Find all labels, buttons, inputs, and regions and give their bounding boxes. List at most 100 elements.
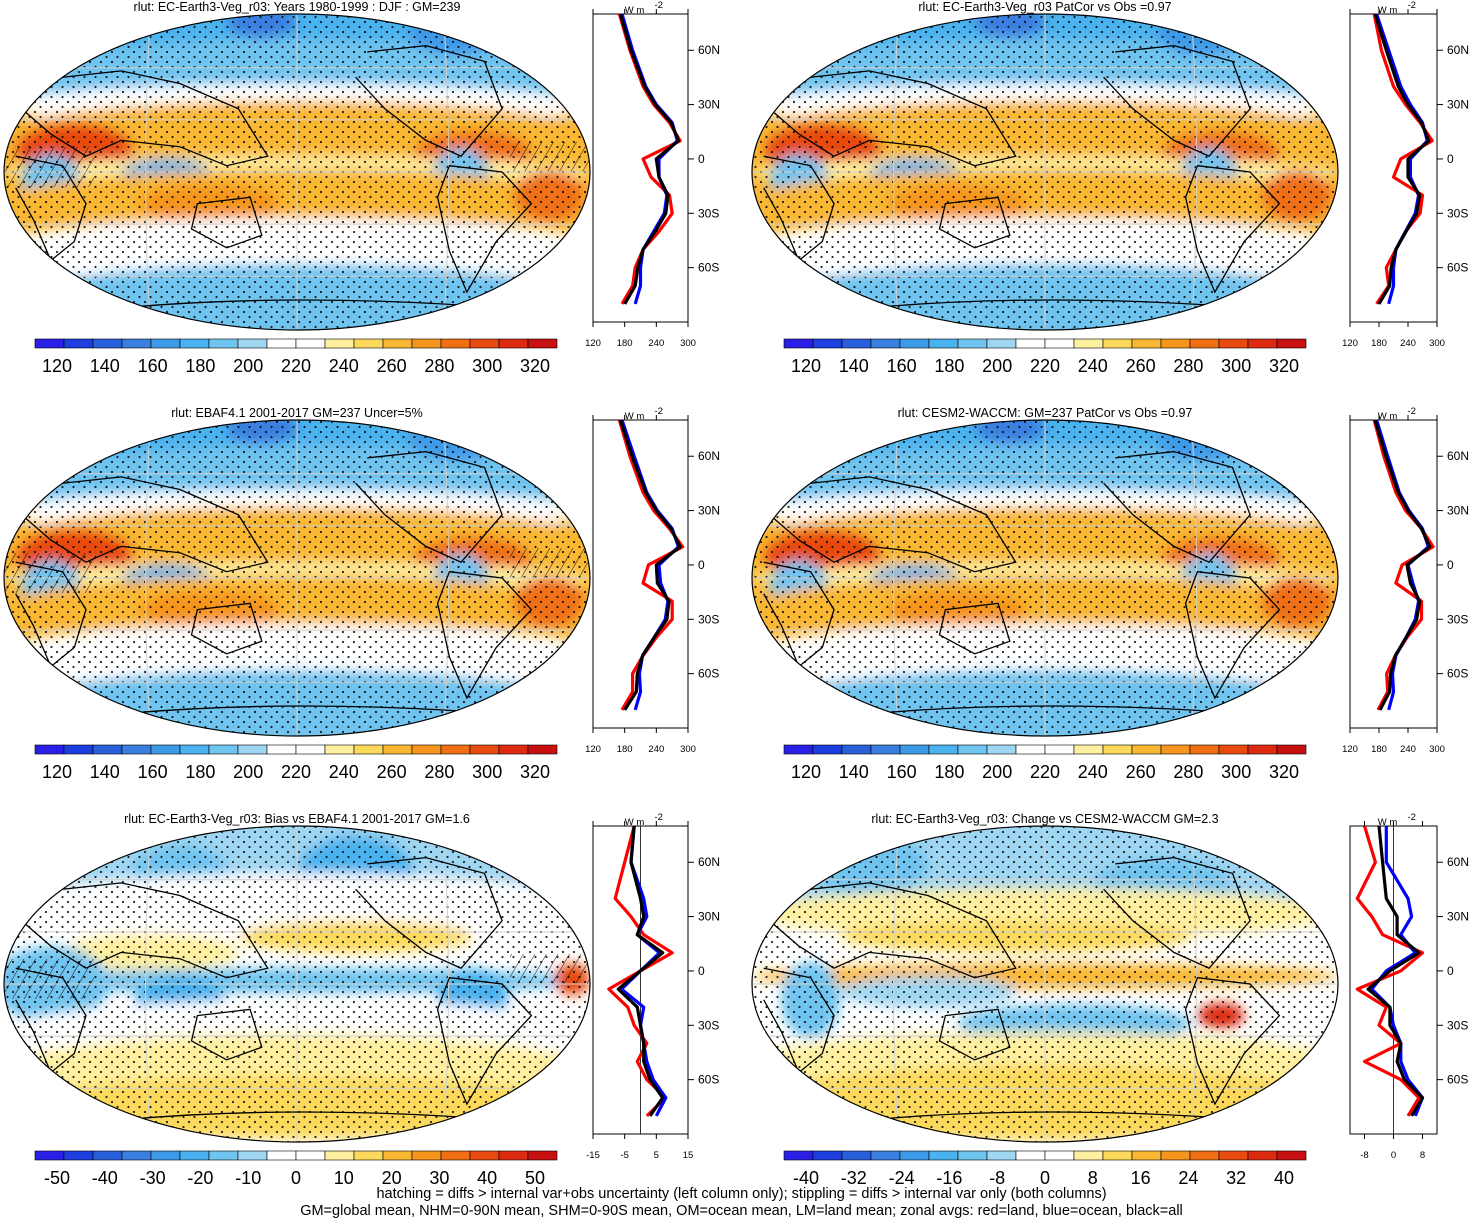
colorbar-swatch — [1189, 338, 1220, 349]
colorbar-p2: 120 140 160 180 200 220 240 260 280 300 320 — [783, 338, 1307, 376]
colorbar-swatch — [957, 744, 988, 755]
hatching — [4, 959, 94, 999]
footer-line-1: hatching = diffs > internal var+obs unce… — [376, 1186, 1107, 1202]
colorbar-swatch — [237, 338, 268, 349]
lat-label: 30S — [698, 612, 719, 626]
colorbar-swatch — [1073, 744, 1104, 755]
colorbar-label: 140 — [90, 356, 120, 376]
x-tick-label: 180 — [617, 338, 633, 349]
colorbar-swatch — [986, 744, 1017, 755]
colorbar-swatch — [783, 744, 814, 755]
zonal-line-land — [607, 825, 674, 1118]
lat-label: 30N — [1447, 504, 1469, 518]
lat-label: 30N — [1447, 98, 1469, 112]
panel-p6: rlut: EC-Earth3-Veg_r03: Change vs CESM2… — [751, 812, 1469, 1188]
map-border — [751, 419, 1339, 737]
colorbar-label: 160 — [887, 762, 917, 782]
colorbar-swatch — [382, 744, 413, 755]
lat-label: 60N — [1447, 855, 1469, 869]
x-tick-label: 5 — [654, 1150, 659, 1161]
x-tick-label: 180 — [617, 744, 633, 755]
colorbar-swatch — [411, 1150, 442, 1161]
colorbar-swatch — [266, 1150, 297, 1161]
colorbar-swatch — [179, 338, 210, 349]
colorbar-label: 180 — [185, 762, 215, 782]
colorbar-label: 260 — [1126, 356, 1156, 376]
coastlines — [15, 856, 533, 1121]
colorbar-swatch — [928, 744, 959, 755]
colorbar-swatch — [1189, 744, 1220, 755]
colorbar-swatch — [295, 1150, 326, 1161]
lat-label: 0 — [1447, 558, 1454, 572]
zonal-plot-p1: W m -2 60N 30N 0 30S 60S 120 180 240 300 — [585, 0, 720, 349]
colorbar-p3: 120 140 160 180 200 220 240 260 280 300 320 — [34, 744, 558, 782]
zonal-unit: W m — [625, 5, 645, 16]
colorbar-swatch — [1015, 338, 1046, 349]
colorbar-swatch — [150, 744, 181, 755]
colorbar-swatch — [1102, 744, 1133, 755]
coastlines — [763, 44, 1281, 309]
colorbar-label: 200 — [982, 762, 1012, 782]
colorbar-label: 160 — [138, 762, 168, 782]
zonal-line-land — [617, 13, 682, 305]
colorbar-swatch — [121, 744, 152, 755]
zonal-line-land — [1372, 419, 1435, 711]
colorbar-label: 200 — [233, 762, 263, 782]
colorbar-swatch — [440, 338, 471, 349]
colorbar-swatch — [1276, 338, 1307, 349]
colorbar-swatch — [899, 744, 930, 755]
colorbar-label: 320 — [1269, 356, 1299, 376]
zonal-unit-sup: -2 — [1408, 812, 1416, 823]
x-tick-label: -5 — [620, 1150, 628, 1161]
hatching — [510, 954, 590, 984]
zonal-line-land — [1355, 825, 1425, 1117]
colorbar-swatch — [1218, 338, 1249, 349]
lat-label: 30N — [698, 910, 720, 924]
colorbar-p4: 120 140 160 180 200 220 240 260 280 300 320 — [783, 744, 1307, 782]
colorbar-swatch — [1276, 1150, 1307, 1161]
colorbar-label: 220 — [1030, 356, 1060, 376]
colorbar-swatch — [179, 744, 210, 755]
colorbar-swatch — [324, 338, 355, 349]
colorbar-swatch — [1102, 338, 1133, 349]
panel-title: rlut: CESM2-WACCM: GM=237 PatCor vs Obs … — [898, 406, 1193, 420]
zonal-frame — [592, 419, 689, 729]
colorbar-label: 220 — [281, 356, 311, 376]
zonal-line-all — [1366, 825, 1425, 1117]
lat-label: 30N — [698, 98, 720, 112]
zonal-frame — [1349, 419, 1438, 729]
colorbar-label: 140 — [839, 762, 869, 782]
colorbar-label: 120 — [791, 356, 821, 376]
lat-label: 30N — [1447, 910, 1469, 924]
colorbar-label: 260 — [377, 762, 407, 782]
colorbar-swatch — [1102, 1150, 1133, 1161]
colorbar-swatch — [527, 744, 558, 755]
map-field — [4, 826, 590, 1142]
lat-label: 30S — [1447, 612, 1468, 626]
colorbar-swatch — [957, 338, 988, 349]
colorbar-swatch — [1276, 744, 1307, 755]
colorbar-label: -40 — [92, 1168, 118, 1188]
colorbar-label: 320 — [520, 762, 550, 782]
zonal-plot-p5: W m -2 60N 30N 0 30S 60S -15 -5 5 15 — [586, 812, 720, 1161]
hatching — [510, 142, 590, 172]
map-border — [3, 825, 591, 1143]
zonal-line-all — [618, 13, 681, 305]
hatching — [4, 553, 94, 593]
colorbar-swatch — [63, 1150, 94, 1161]
colorbar-swatch — [1160, 1150, 1191, 1161]
colorbar-label: 160 — [887, 356, 917, 376]
colorbar-label: 300 — [472, 762, 502, 782]
colorbar-label: 280 — [1173, 356, 1203, 376]
colorbar-label: 240 — [1078, 762, 1108, 782]
colorbar-label: 300 — [1221, 356, 1251, 376]
colorbar-label: 300 — [1221, 762, 1251, 782]
zonal-plot-p3: W m -2 60N 30N 0 30S 60S 120 180 240 300 — [585, 406, 720, 755]
colorbar-swatch — [899, 338, 930, 349]
colorbar-swatch — [1044, 1150, 1075, 1161]
colorbar-swatch — [150, 338, 181, 349]
colorbar-label: 32 — [1226, 1168, 1246, 1188]
panel-title: rlut: EBAF4.1 2001-2017 GM=237 Uncer=5% — [171, 406, 423, 420]
zonal-line-all — [1373, 419, 1432, 711]
